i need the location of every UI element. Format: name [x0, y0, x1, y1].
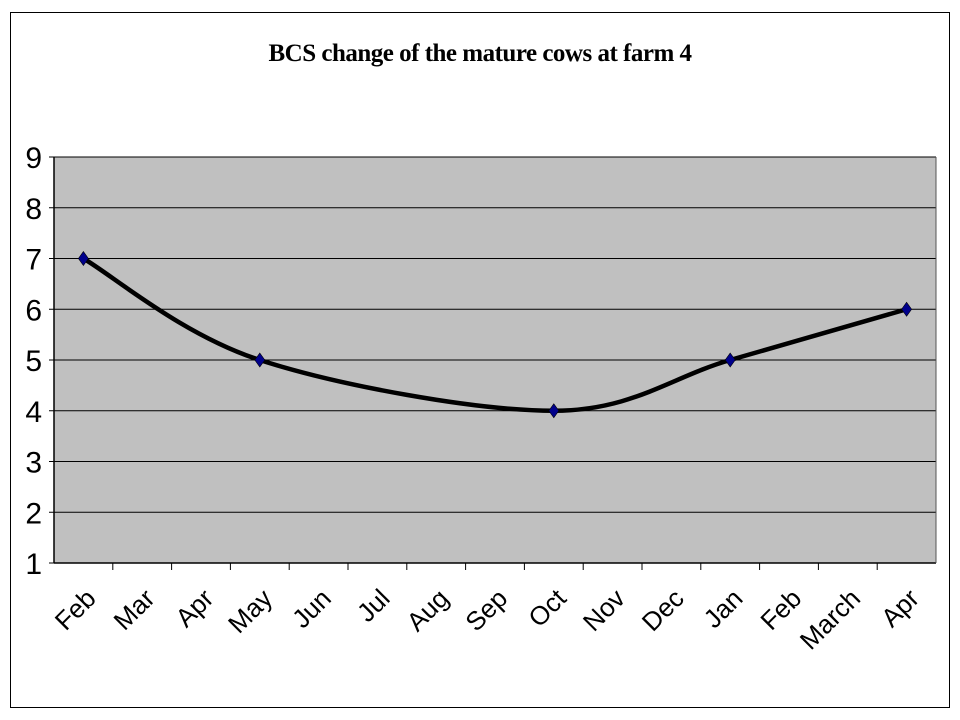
y-axis-ticks: 1 2 3 4 5 6 7 8 9	[25, 142, 54, 581]
y-tick-label: 2	[25, 497, 42, 530]
y-tick-label: 5	[25, 345, 42, 378]
x-tick-label: Jan	[698, 583, 749, 634]
data-point-marker	[901, 301, 912, 317]
x-tick-label: Apr	[169, 583, 219, 633]
series-line	[81, 256, 909, 414]
y-tick-label: 6	[25, 294, 42, 327]
data-point-marker	[724, 352, 736, 368]
y-tick-label: 4	[25, 396, 42, 429]
data-point-marker	[78, 250, 89, 267]
x-tick-label: Feb	[49, 583, 102, 636]
x-tick-label: Oct	[522, 582, 572, 632]
y-tick-label: 1	[25, 548, 42, 581]
x-tick-label: Jun	[286, 583, 337, 634]
y-tick-label: 3	[25, 447, 42, 480]
x-tick-label: Sep	[459, 583, 513, 637]
y-tick-label: 7	[25, 244, 42, 277]
data-point-marker	[548, 403, 560, 419]
x-tick-label: Apr	[875, 583, 925, 633]
y-tick-label: 8	[25, 193, 42, 226]
x-axis-ticks: Feb Mar Apr May Jun Jul Aug Sep Oct Nov Dec Jan FebM…	[49, 563, 925, 655]
y-tick-label: 9	[25, 142, 42, 175]
x-tick-label: Nov	[577, 583, 631, 637]
x-tick-label: March	[794, 583, 866, 655]
data-point-marker	[254, 352, 266, 368]
x-tick-label: Dec	[636, 583, 690, 637]
series-markers	[78, 250, 912, 419]
chart-title: BCS change of the mature cows at farm 4	[268, 40, 692, 67]
x-tick-label: Jul	[351, 583, 396, 628]
x-tick-label: Mar	[108, 583, 161, 636]
x-tick-label: May	[222, 583, 278, 639]
x-tick-label: Aug	[401, 583, 455, 637]
